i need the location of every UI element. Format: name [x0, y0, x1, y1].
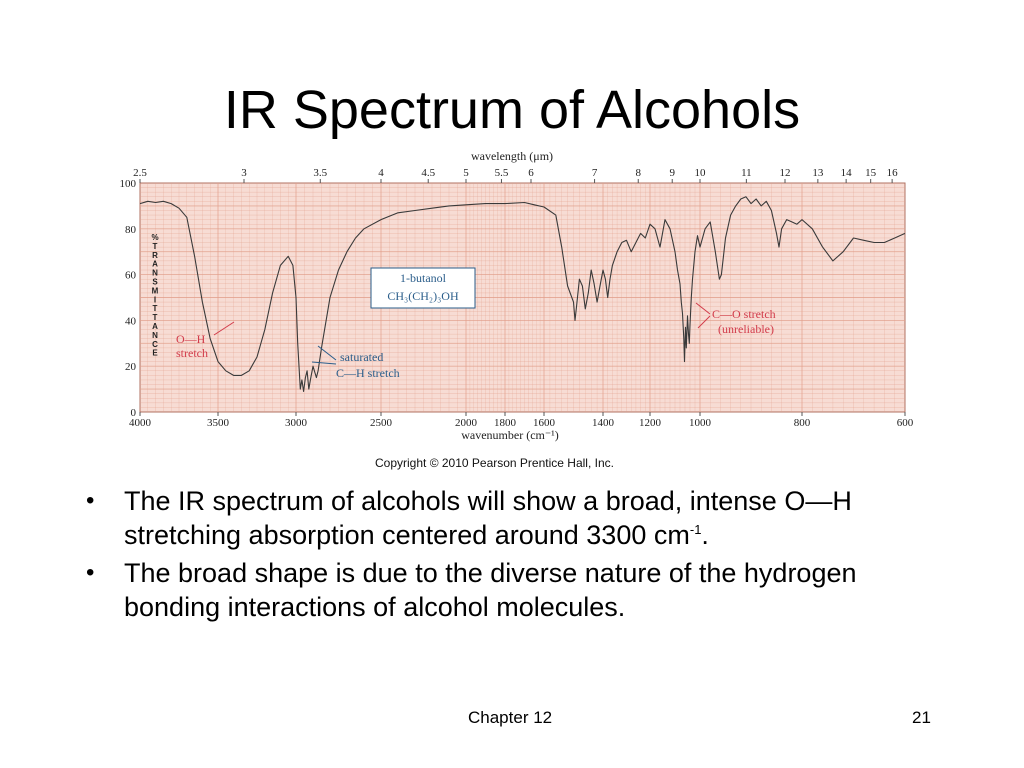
x-tick-label: 1000 [689, 417, 712, 429]
ch-annotation-line1: saturated [340, 350, 383, 364]
y-axis-label-letter: M [152, 286, 159, 295]
bullet-dot-icon: • [86, 559, 95, 586]
y-tick-label: 40 [125, 315, 137, 327]
top-tick-label: 2.5 [133, 167, 147, 179]
x-tick-label: 1800 [494, 417, 517, 429]
x-tick-label: 2000 [455, 417, 478, 429]
compound-box [370, 267, 476, 309]
slide-number: 21 [912, 708, 931, 727]
y-axis-label-letter: A [152, 260, 158, 269]
co-annotation-pointer [695, 302, 711, 315]
co-annotation-line1: C—O stretch [712, 307, 776, 321]
slide-title: IR Spectrum of Alcohols [223, 80, 801, 140]
ch-annotation-pointer [317, 345, 337, 361]
top-tick-label: 4 [378, 167, 384, 179]
y-axis-label-letter: S [152, 278, 158, 287]
y-tick-label: 80 [125, 224, 137, 236]
top-tick-label: 16 [887, 167, 899, 179]
bullet-list: • The IR spectrum of alcohols will show … [78, 484, 958, 628]
top-axis-label: wavelength (μm) [471, 149, 553, 163]
y-axis-label-letter: T [153, 242, 158, 251]
compound-formula: CH₃(CH₂)₃OH [387, 289, 459, 303]
y-tick-label: 100 [120, 178, 137, 190]
top-tick-label: 9 [669, 167, 675, 179]
bullet-text: The broad shape is due to the diverse na… [124, 558, 857, 622]
oh-annotation-line2: stretch [176, 346, 208, 360]
spectrum-curve [139, 196, 906, 392]
y-axis-label-letter: E [152, 349, 158, 358]
bullet-item: • The IR spectrum of alcohols will show … [78, 484, 958, 552]
top-tick-label: 5.5 [495, 167, 509, 179]
y-axis-label-letter: N [152, 269, 158, 278]
ch-annotation-line2: C—H stretch [336, 366, 400, 380]
bullet-text-end: . [701, 520, 709, 550]
bullet-item: • The broad shape is due to the diverse … [78, 556, 958, 624]
top-tick-label: 15 [865, 167, 877, 179]
y-tick-label: 60 [125, 270, 137, 282]
x-tick-label: 2500 [370, 417, 393, 429]
x-tick-label: 3000 [285, 417, 308, 429]
top-tick-label: 6 [528, 167, 534, 179]
y-axis-label-letter: I [154, 295, 156, 304]
co-annotation-line2: (unreliable) [718, 322, 774, 336]
y-axis-label-letter: A [152, 322, 158, 331]
oh-annotation-line1: O—H [176, 332, 206, 346]
x-tick-label: 600 [897, 417, 914, 429]
x-tick-label: 1200 [639, 417, 662, 429]
top-tick-label: 7 [592, 167, 598, 179]
x-tick-label: 4000 [129, 417, 152, 429]
top-tick-label: 11 [741, 167, 752, 179]
y-axis-label-letter: T [153, 313, 158, 322]
footer-chapter: Chapter 12 [468, 708, 553, 727]
top-tick-label: 8 [636, 167, 642, 179]
bullet-text: The IR spectrum of alcohols will show a … [124, 486, 852, 550]
y-tick-label: 20 [125, 361, 137, 373]
x-tick-label: 800 [794, 417, 811, 429]
x-tick-label: 1400 [592, 417, 615, 429]
y-axis-label-letter: % [151, 233, 158, 242]
y-tick-label: 0 [131, 407, 137, 419]
ch-annotation-pointer [311, 361, 337, 365]
co-annotation-pointer [697, 315, 711, 329]
x-tick-label: 1600 [533, 417, 556, 429]
top-tick-label: 3 [241, 167, 247, 179]
bullet-superscript: -1 [689, 522, 702, 537]
y-axis-label-letter: T [153, 304, 158, 313]
top-tick-label: 14 [841, 167, 853, 179]
top-tick-label: 12 [780, 167, 791, 179]
x-axis-label: wavenumber (cm⁻¹) [461, 428, 559, 442]
top-tick-label: 10 [695, 167, 707, 179]
oh-annotation-pointer [213, 321, 235, 336]
y-axis-label-letter: N [152, 331, 158, 340]
top-tick-label: 3.5 [313, 167, 327, 179]
bullet-dot-icon: • [86, 487, 95, 514]
x-tick-label: 3500 [207, 417, 230, 429]
top-tick-label: 13 [812, 167, 824, 179]
copyright-notice: Copyright © 2010 Pearson Prentice Hall, … [375, 456, 614, 470]
ir-spectrum-chart: 4000 3500 3000 2500 2000 1800 1600 1400 1200 1000… [120, 149, 914, 442]
top-tick-label: 4.5 [421, 167, 435, 179]
compound-name: 1-butanol [400, 271, 447, 285]
y-axis-label-letter: C [152, 340, 158, 349]
y-axis-label-letter: R [152, 251, 158, 260]
top-tick-label: 5 [463, 167, 469, 179]
